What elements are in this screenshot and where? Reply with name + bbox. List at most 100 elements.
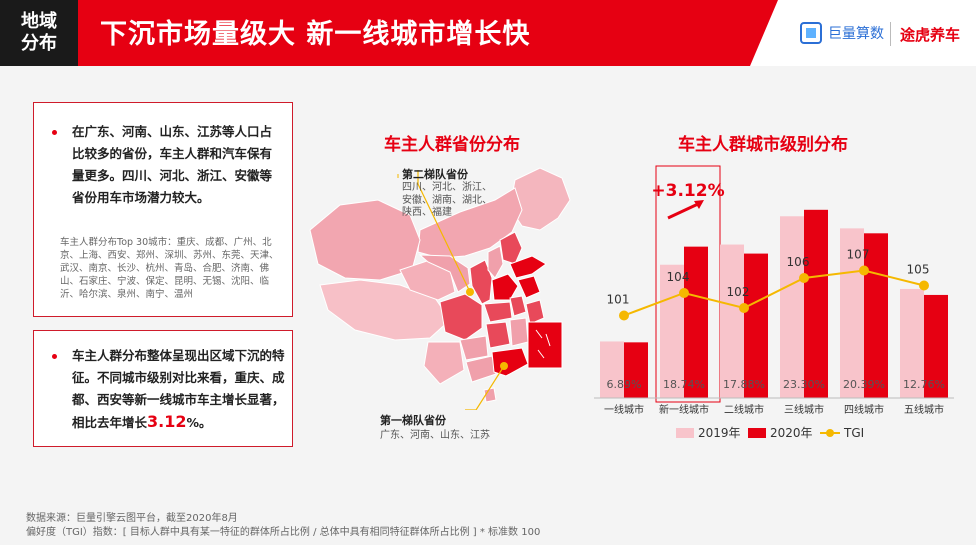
summary-2-text: 车主人群分布整体呈现出区域下沉的特 征。不同城市级别对比来看，重庆、成 都、西安…: [72, 345, 287, 434]
x-tick-label: 新一线城市: [659, 403, 709, 416]
bar-2020: [804, 209, 828, 398]
tgi-point: [619, 310, 629, 321]
legend-label-2020: 2020年: [770, 426, 813, 440]
bar-value-label: 20.39%: [843, 378, 885, 391]
city-tier-chart: 6.89% 一线城市 18.74% 新一线城市 17.88% 二线城市 23.30% 三线城市…: [594, 165, 954, 440]
china-province-map: [309, 167, 571, 410]
header: 地域 分布 下沉市场量级大 新一线城市增长快 巨量算数 途虎养车: [0, 0, 976, 66]
summary-1-line: 省份用车市场潜力较大。: [72, 190, 210, 205]
tgi-point: [859, 265, 869, 276]
tgi-point: [739, 303, 749, 313]
legend-dot-tgi: [826, 429, 834, 437]
summary-1-line: 在广东、河南、山东、江苏等人口占: [72, 124, 273, 139]
tier1-pointer-line: [465, 365, 505, 410]
summary-2-line-last: 相比去年增长3.12%。: [72, 411, 287, 434]
map-region-guizhou: [459, 335, 489, 361]
summary-1-text: 在广东、河南、山东、江苏等人口占 比较多的省份，车主人群和汽车保有 量更多。四川…: [72, 121, 287, 209]
map-region-shaanxi: [469, 259, 493, 305]
tier2-pointer-line: [417, 170, 471, 293]
summary-box-1: 在广东、河南、山东、江苏等人口占 比较多的省份，车主人群和汽车保有 量更多。四川…: [33, 102, 293, 317]
logo-divider: [890, 22, 891, 46]
legend-swatch-2019: [676, 428, 694, 438]
map-region-jiangsu: [517, 275, 541, 299]
summary-1-line: 比较多的省份，车主人群和汽车保有: [72, 146, 273, 161]
growth-prefix: 相比去年增长: [72, 415, 148, 430]
page-title: 下沉市场量级大 新一线城市增长快: [100, 19, 531, 50]
tgi-point: [919, 280, 929, 291]
map-region-anhui: [509, 295, 527, 317]
tgi-point: [679, 288, 689, 298]
chart-title: 车主人群城市级别分布: [678, 135, 848, 155]
growth-arrow-shaft: [667, 202, 699, 220]
south-sea-islands: [535, 329, 551, 359]
summary-box-2: 车主人群分布整体呈现出区域下沉的特 征。不同城市级别对比来看，重庆、成 都、西安…: [33, 330, 293, 447]
tier2-provinces: 四川、河北、浙江、 安徽、湖南、湖北、 陕西、福建: [402, 182, 492, 220]
legend-swatch-2020: [748, 428, 766, 438]
x-tick-label: 三线城市: [784, 403, 824, 416]
growth-value: 3.12: [147, 412, 187, 431]
growth-suffix: %。: [186, 415, 212, 430]
bar-2020: [624, 342, 648, 398]
title-bar: [78, 0, 778, 66]
tgi-value-label: 101: [607, 293, 630, 307]
bullet-dot: [52, 130, 57, 135]
tgi-value-label: 107: [847, 248, 870, 262]
bar-2020: [924, 294, 948, 398]
bar-value-label: 18.74%: [663, 378, 705, 391]
bar-2019: [840, 228, 864, 398]
map-region-hebei: [499, 231, 523, 265]
bar-2019: [600, 341, 624, 398]
bar-2020: [744, 253, 768, 398]
summary-2-line: 车主人群分布整体呈现出区域下沉的特: [72, 348, 285, 363]
tuhu-logo: 途虎养车: [900, 26, 961, 44]
summary-2-line: 都、西安等新一线城市车主增长显著，: [72, 392, 285, 407]
legend-label-tgi: TGI: [843, 426, 864, 440]
growth-annotation: +3.12%: [651, 181, 724, 201]
map-region-xinjiang: [309, 199, 421, 281]
map-region-shandong: [509, 255, 547, 279]
summary-1-line: 量更多。四川、河北、浙江、安徽等: [72, 168, 273, 183]
ocean-logo-icon: [800, 22, 822, 44]
map-region-hainan: [483, 387, 497, 403]
legend-label-2019: 2019年: [698, 426, 741, 440]
map-region-hunan: [485, 321, 511, 349]
south-sea-inset: [527, 321, 563, 369]
x-tick-label: 二线城市: [724, 403, 764, 416]
tier2-provinces-line: 陕西、福建: [402, 207, 452, 218]
tgi-value-label: 105: [907, 263, 930, 277]
tier1-pointer-dot: [500, 362, 508, 370]
tier2-provinces-line: 安徽、湖南、湖北、: [402, 194, 492, 206]
section-tag-line1: 地域: [21, 11, 57, 32]
map-region-guangxi: [465, 355, 497, 383]
bar-2020: [684, 246, 708, 398]
bar-value-label: 17.88%: [723, 378, 765, 391]
ocean-engine-logo: 巨量算数: [800, 22, 884, 44]
top30-cities-text: 车主人群分布Top 30城市：重庆、成都、广州、北京、上海、西安、郑州、深圳、苏…: [60, 237, 279, 300]
section-tag-line2: 分布: [21, 33, 57, 54]
tier2-provinces-line: 四川、河北、浙江、: [402, 182, 492, 193]
tgi-note: 偏好度（TGI）指数：[ 目标人群中具有某一特征的群体所占比例 / 总体中具有相…: [26, 527, 541, 538]
summary-2-line: 征。不同城市级别对比来看，重庆、成: [72, 370, 285, 385]
bar-value-label: 6.89%: [607, 378, 642, 391]
tier1-provinces: 广东、河南、山东、江苏: [380, 430, 490, 441]
tier1-label: 第一梯队省份: [380, 414, 446, 427]
bar-value-label: 23.30%: [783, 378, 825, 391]
bar-2019: [780, 216, 804, 398]
map-region-yunnan: [423, 341, 465, 385]
data-source: 数据来源：巨量引擎云图平台，截至2020年8月: [26, 513, 238, 524]
tgi-value-label: 102: [727, 285, 750, 299]
x-tick-label: 四线城市: [844, 403, 884, 416]
map-region-henan: [491, 273, 519, 301]
section-tag: 地域 分布: [0, 0, 78, 66]
map-region-sichuan: [439, 293, 483, 341]
map-region-hubei: [483, 301, 513, 323]
tgi-value-label: 106: [787, 255, 810, 269]
tgi-line: [623, 269, 925, 317]
map-region-jiangxi: [509, 317, 529, 347]
map-region-tibet: [319, 279, 451, 341]
x-tick-label: 五线城市: [904, 403, 944, 416]
map-title: 车主人群省份分布: [384, 135, 520, 155]
growth-arrow-head: [694, 200, 704, 209]
x-tick-label: 一线城市: [604, 403, 644, 416]
